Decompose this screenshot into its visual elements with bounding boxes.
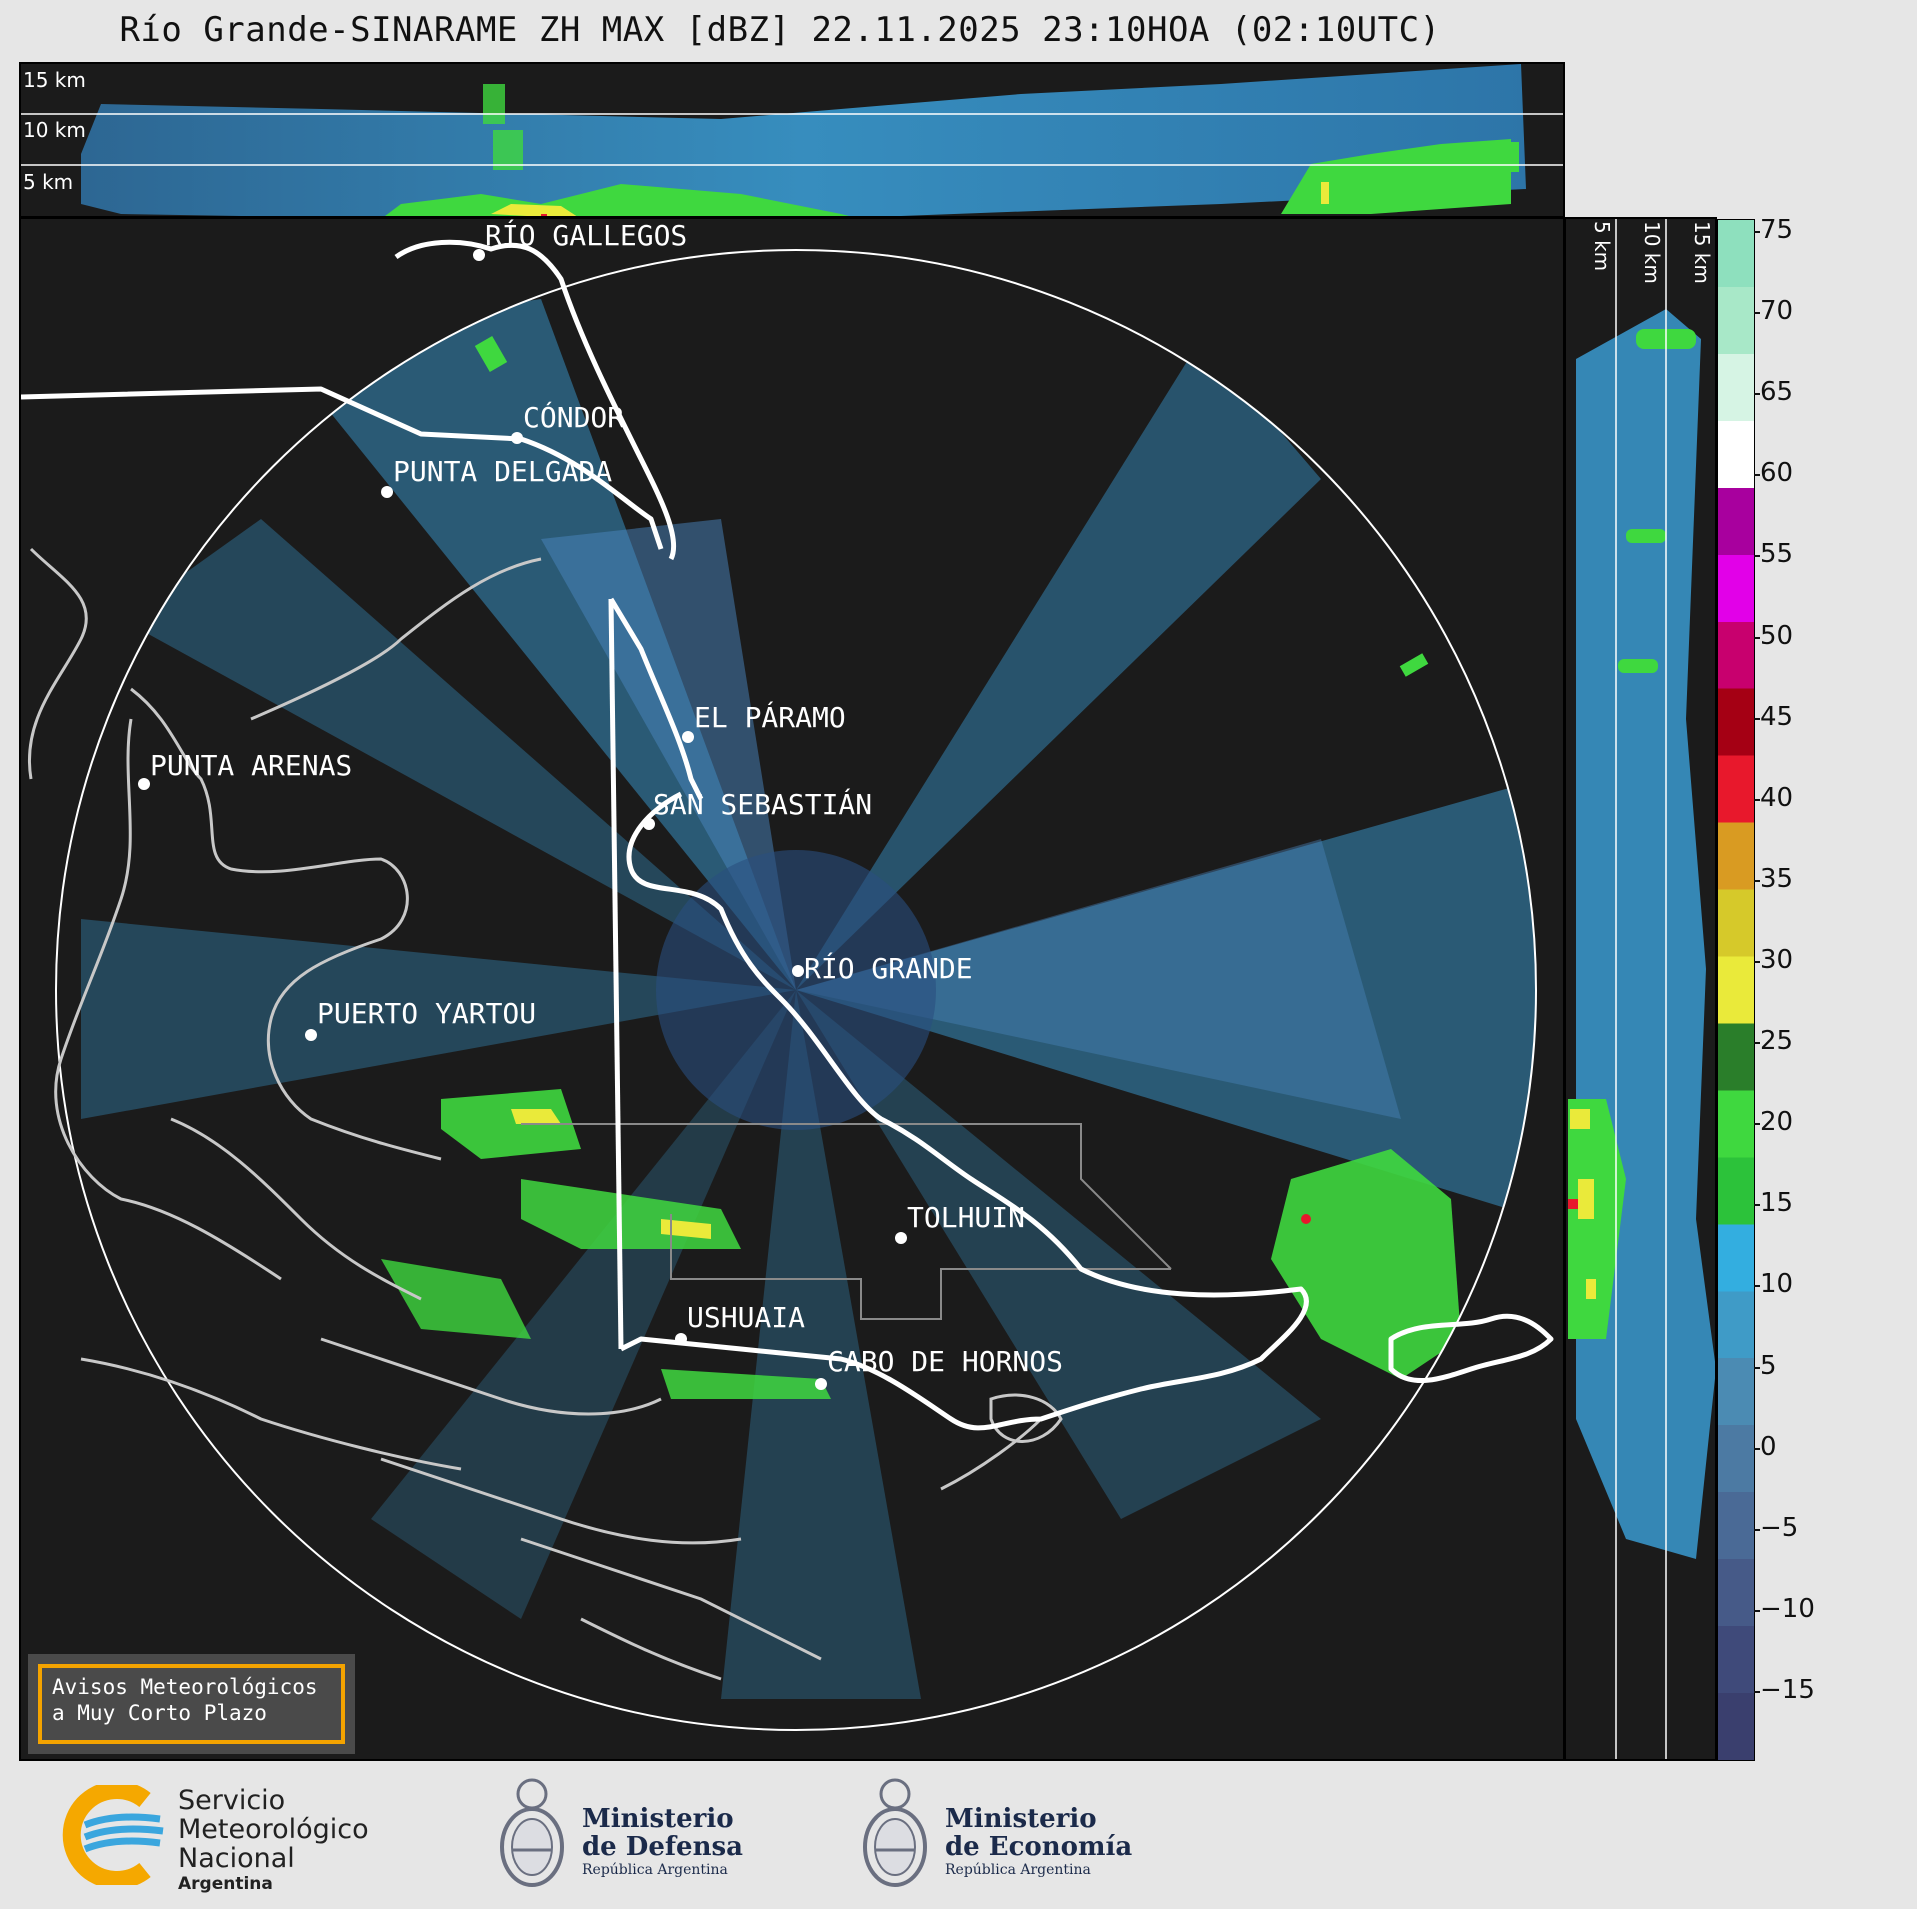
top-alt-label-15: 15 km (23, 68, 86, 92)
economia-line-3: República Argentina (945, 1862, 1091, 1878)
city-label-san-sebastian: SAN SEBASTIÁN (653, 788, 873, 821)
smn-line-4: Argentina (178, 1874, 273, 1894)
defensa-seal-icon (500, 1778, 564, 1887)
radar-map (21, 239, 1554, 1731)
colorbar-tick-label: 35 (1753, 863, 1794, 894)
city-label-punta-delgada: PUNTA DELGADA (393, 455, 613, 488)
city-label-el-paramo: EL PÁRAMO (694, 701, 846, 734)
colorbar-tick-label: 25 (1753, 1026, 1794, 1057)
economia-line-1: Ministerio (945, 1804, 1097, 1834)
city-label-punta-arenas: PUNTA ARENAS (150, 749, 353, 782)
colorbar-tick-label: 40 (1753, 782, 1794, 813)
colorbar-tick-label: 15 (1753, 1188, 1794, 1219)
defensa-line-2: de Defensa (582, 1832, 743, 1862)
colorbar-tick-label: 10 (1753, 1269, 1794, 1300)
side-alt-label-15: 15 km (1690, 221, 1714, 284)
economia-line-2: de Economía (945, 1832, 1133, 1862)
colorbar-tick-label: 30 (1753, 945, 1794, 975)
colorbar-tick-label: 70 (1753, 296, 1794, 327)
defensa-line-3: República Argentina (582, 1862, 728, 1878)
side-cross-section (1568, 219, 1715, 1759)
top-altitude-panel: 15 km 10 km 5 km (19, 62, 1565, 218)
smn-logo-text: Servicio Meteorológico Nacional Argentin… (178, 1786, 369, 1895)
city-label-rio-gallegos: RÍO GALLEGOS (485, 219, 688, 252)
defensa-logo-text: Ministerio de Defensa República Argentin… (582, 1805, 743, 1879)
notice-line-1: Avisos Meteorológicos (52, 1675, 318, 1699)
city-markers (138, 249, 907, 1390)
economia-logo-text: Ministerio de Economía República Argenti… (945, 1805, 1132, 1879)
smn-line-1: Servicio (178, 1785, 286, 1816)
notice-inner: Avisos Meteorológicos a Muy Corto Plazo (38, 1664, 345, 1744)
smn-line-3: Nacional (178, 1843, 295, 1874)
colorbar-tick-label: 5 (1754, 1350, 1777, 1381)
top-cross-section (21, 64, 1563, 216)
side-alt-label-5: 5 km (1590, 221, 1614, 272)
notice-line-2: a Muy Corto Plazo (52, 1701, 267, 1725)
colorbar-tick-label: 65 (1753, 377, 1794, 408)
defensa-line-1: Ministerio (582, 1804, 734, 1834)
city-label-cabo-de-hornos: CABO DE HORNOS (827, 1345, 1064, 1378)
side-altitude-panel: 5 km 10 km 15 km (1564, 217, 1717, 1761)
city-label-ushuaia: USHUAIA (687, 1301, 806, 1334)
colorbar-tick-label: 55 (1753, 539, 1794, 570)
colorbar-tick-label: −5 (1753, 1512, 1799, 1543)
colorbar-tick-label: 45 (1753, 701, 1794, 732)
colorbar-tick-label: 0 (1754, 1431, 1777, 1462)
colorbar-tick-label: 75 (1753, 215, 1794, 245)
city-label-tolhuin: TOLHUIN (907, 1201, 1026, 1234)
radar-map-panel: RÍO GALLEGOS CÓNDOR PUNTA DELGADA EL PÁR… (19, 217, 1565, 1761)
city-label-puerto-yartou: PUERTO YARTOU (317, 997, 537, 1030)
page-title: Río Grande-SINARAME ZH MAX [dBZ] 22.11.2… (119, 10, 1441, 50)
colorbar-tick-label: −15 (1754, 1675, 1815, 1705)
dbz-colorbar (1717, 219, 1755, 1761)
colorbar-tick-label: 50 (1753, 620, 1794, 651)
notice-box: Avisos Meteorológicos a Muy Corto Plazo (28, 1654, 355, 1754)
colorbar-tick-label: 60 (1753, 458, 1794, 489)
smn-line-2: Meteorológico (178, 1814, 369, 1845)
city-label-rio-grande: RÍO GRANDE (804, 952, 973, 985)
top-alt-label-5: 5 km (23, 170, 74, 194)
colorbar-tick-label: −10 (1754, 1593, 1815, 1624)
city-label-condor: CÓNDOR (523, 401, 625, 434)
side-alt-label-10: 10 km (1640, 221, 1664, 284)
economia-seal-icon (863, 1778, 927, 1887)
colorbar-tick-label: 20 (1753, 1107, 1794, 1138)
smn-logo-icon (62, 1785, 164, 1885)
top-alt-label-10: 10 km (23, 118, 86, 142)
